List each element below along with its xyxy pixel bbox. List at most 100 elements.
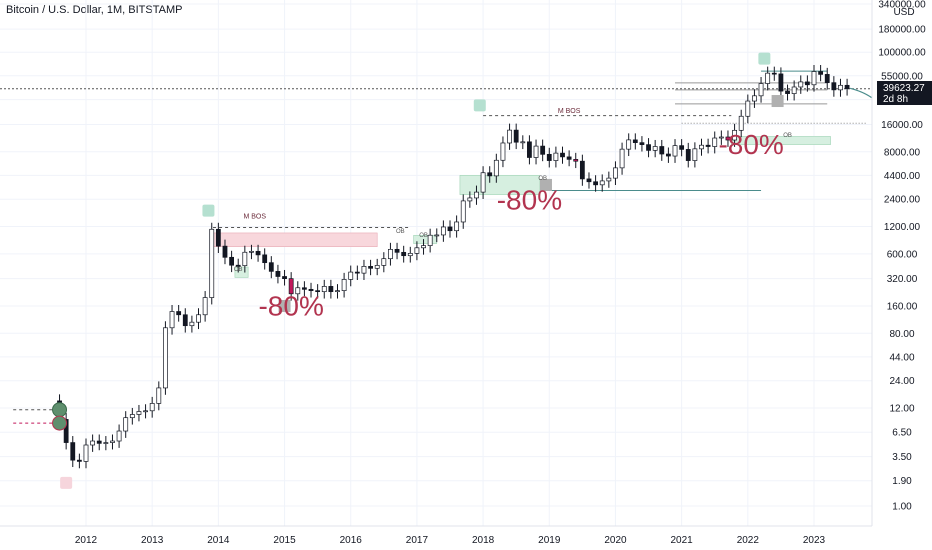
y-tick-label: 24.00 [889, 376, 914, 387]
candle-body [798, 81, 804, 88]
candle-body [752, 95, 757, 102]
y-tick-label: 6.50 [892, 428, 912, 439]
candle-body [249, 250, 254, 253]
order-block-zone [730, 136, 831, 145]
candle-body [163, 327, 168, 389]
candle-body [639, 142, 645, 145]
bos-label: M BOS [558, 108, 581, 115]
candle-body [646, 144, 651, 151]
y-tick-label: 4400.00 [884, 171, 921, 182]
candle-body [613, 167, 618, 179]
candle-body [460, 200, 466, 223]
candle-body [70, 442, 76, 461]
x-tick-label: 2023 [803, 535, 826, 546]
candle-body [308, 288, 314, 292]
candle-body [738, 115, 744, 131]
x-tick-label: 2016 [340, 535, 363, 546]
candle-body [388, 248, 393, 260]
candle-body [785, 90, 790, 94]
candle-body [182, 314, 188, 327]
x-tick-label: 2019 [538, 535, 561, 546]
y-tick-label: 1.90 [892, 476, 912, 487]
ob-label: OB [419, 233, 428, 239]
candle-body [546, 153, 552, 161]
x-tick-label: 2018 [472, 535, 495, 546]
candle-body [196, 314, 201, 323]
y-tick-label: 1.00 [892, 502, 912, 513]
candle-body [520, 141, 526, 144]
candle-body [96, 440, 102, 444]
candle-body [361, 266, 367, 274]
high-marker-circle [52, 402, 68, 418]
candle-body [321, 286, 327, 293]
ob-label: OB [234, 267, 243, 273]
candle-body [414, 247, 420, 254]
x-tick-label: 2021 [671, 535, 694, 546]
candle-body [288, 278, 294, 295]
candle-body [427, 234, 433, 246]
drawdown-label: -80% [497, 184, 562, 215]
candle-body [421, 245, 426, 249]
y-tick-label: 320.00 [887, 274, 918, 285]
candle-body [176, 311, 182, 316]
candle-body [407, 253, 413, 257]
candle-body [771, 72, 777, 75]
candle-body [189, 321, 195, 327]
markers [52, 52, 784, 489]
bos-label: M BOS [243, 213, 266, 220]
low-marker-circle [52, 415, 68, 431]
candle-body [487, 172, 493, 177]
candle-body [778, 73, 784, 92]
candle-body [573, 159, 579, 162]
candle-body [765, 72, 771, 84]
candle-body [513, 129, 519, 143]
candle-body [844, 84, 850, 90]
x-tick-label: 2013 [141, 535, 164, 546]
y-tick-label: 16000.00 [881, 120, 923, 131]
candle-body [381, 258, 387, 266]
y-tick-label: 55000.00 [881, 71, 923, 82]
ob-label: OB [396, 229, 405, 235]
candle-body [209, 228, 215, 298]
last-price-value: 39623.27 [883, 83, 925, 94]
candle-body [222, 245, 228, 258]
candle-body [606, 177, 612, 182]
order-block-zone [212, 232, 378, 247]
grid [0, 0, 872, 526]
candle-body [712, 137, 718, 147]
candle-body [527, 141, 532, 158]
candle-body [725, 136, 731, 141]
candle-body [83, 444, 89, 462]
candle-body [123, 417, 129, 432]
bottom-marker [278, 299, 291, 312]
candle-body [354, 271, 360, 274]
top-marker [473, 99, 486, 112]
candle-body [110, 440, 115, 443]
order-block-zones [212, 136, 831, 278]
candle-body [63, 419, 69, 443]
candle-body [732, 129, 737, 141]
order-block-zone [459, 175, 540, 195]
drawdown-label: -80% [718, 129, 783, 160]
candle-body [818, 71, 824, 75]
symbol-title: Bitcoin / U.S. Dollar, 1M, BITSTAMP [6, 4, 183, 16]
candle-body [394, 248, 400, 253]
candle-body [480, 172, 486, 193]
top-marker [202, 204, 215, 217]
candle-body [447, 226, 453, 232]
candle-body [295, 287, 301, 295]
candle-body [619, 148, 625, 169]
candle-body [566, 156, 572, 160]
candle-body [533, 145, 539, 158]
candle-body [838, 84, 843, 91]
x-tick-label: 2022 [737, 535, 760, 546]
candle-body [652, 146, 658, 151]
candle-body [103, 442, 109, 444]
candle-body [659, 146, 665, 155]
candle-body [374, 265, 380, 269]
y-tick-label: 12.00 [889, 404, 914, 415]
candle-body [553, 152, 559, 161]
candle-body [454, 221, 460, 232]
y-tick-label: 80.00 [889, 329, 914, 340]
